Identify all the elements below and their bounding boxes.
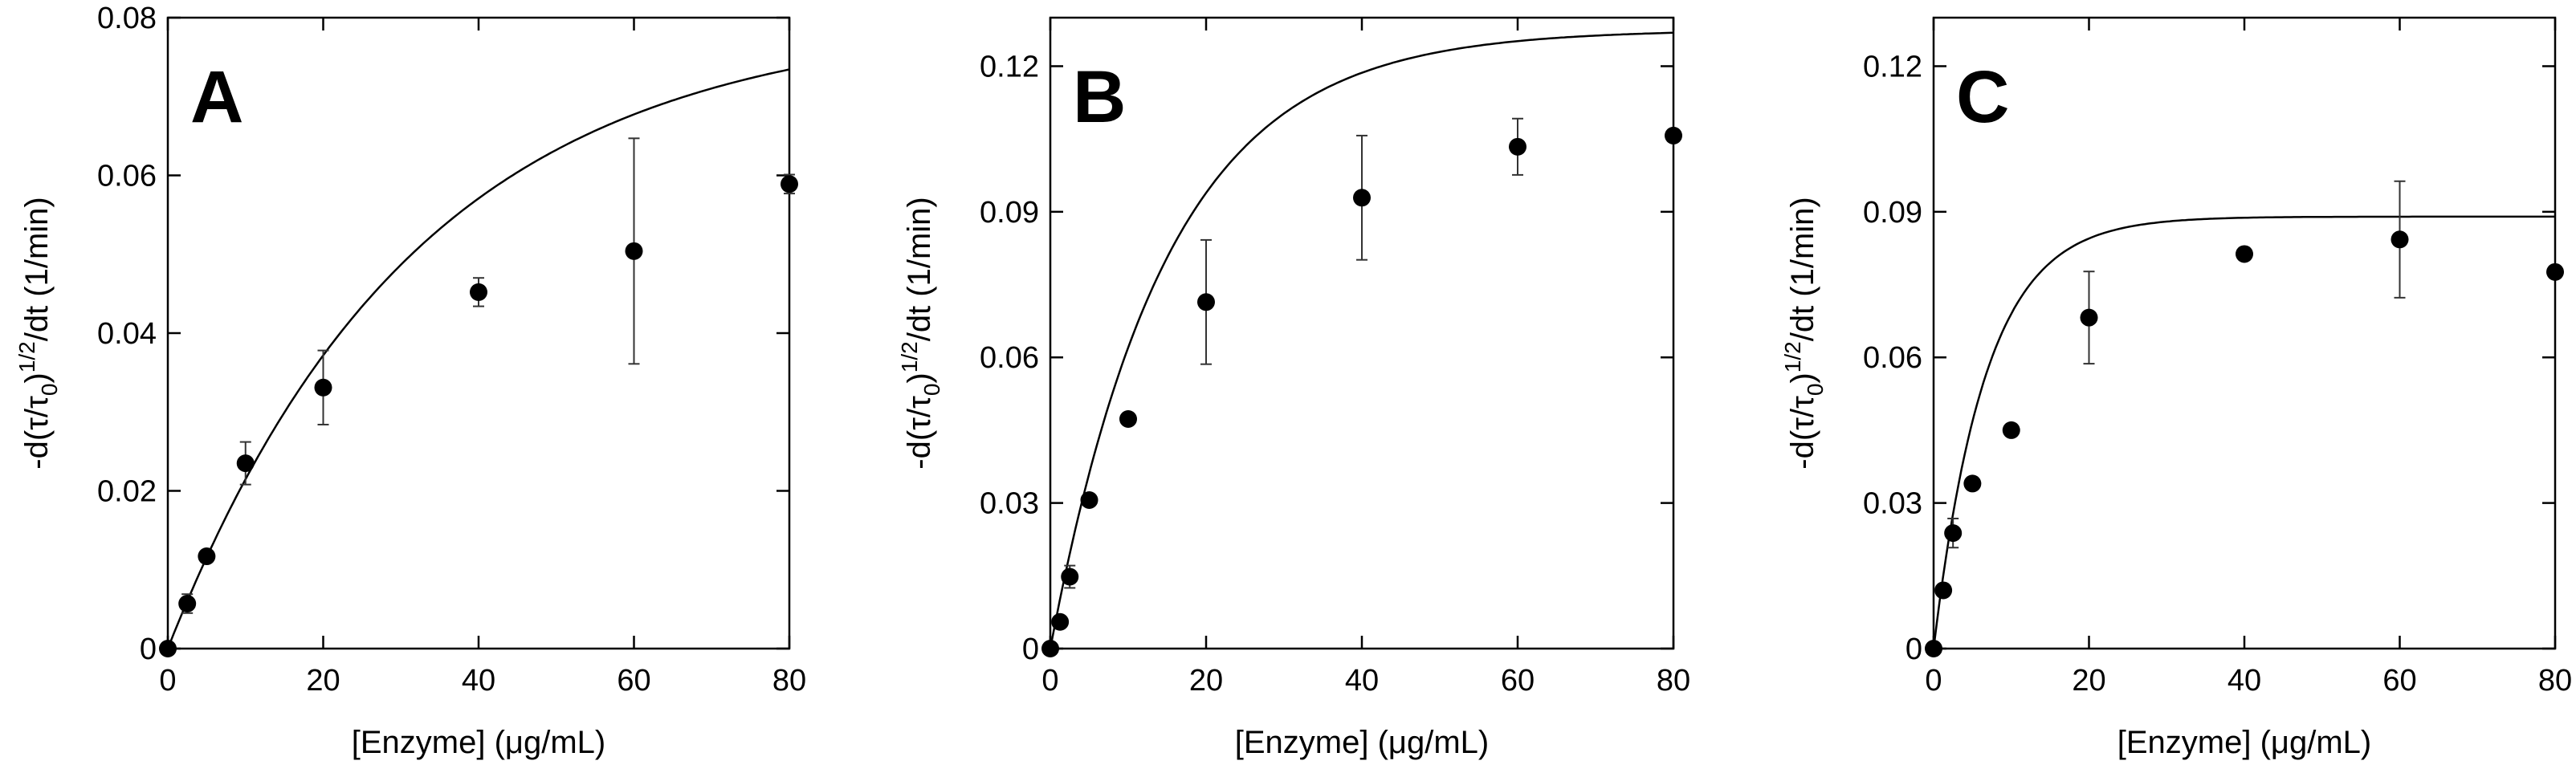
data-point xyxy=(2002,421,2020,439)
data-point xyxy=(2546,262,2564,281)
y-axis-label-part: ) xyxy=(1785,372,1820,383)
y-axis-label-part: ) xyxy=(19,372,55,383)
data-point xyxy=(1061,568,1079,586)
y-axis-label-part: 0 xyxy=(37,384,62,397)
x-tick-label: 20 xyxy=(2072,664,2105,698)
x-tick-label: 0 xyxy=(1041,664,1058,698)
x-tick-label: 80 xyxy=(2538,664,2572,698)
data-point xyxy=(314,378,332,397)
fit-curve xyxy=(1049,31,1674,649)
data-point xyxy=(1925,640,1942,657)
data-point xyxy=(1197,293,1215,311)
data-point xyxy=(2391,230,2409,249)
data-point xyxy=(159,640,177,657)
x-tick-label: 20 xyxy=(306,664,340,698)
y-axis-label-part: /dt (1/min) xyxy=(902,197,937,341)
x-tick-label: 80 xyxy=(772,664,806,698)
data-point xyxy=(236,454,255,473)
data-point xyxy=(470,283,487,301)
data-point xyxy=(1509,137,1526,156)
y-tick-label: 0.08 xyxy=(97,2,157,35)
fit-curve xyxy=(166,68,790,649)
y-tick-label: 0 xyxy=(1906,633,1922,666)
data-point xyxy=(1963,474,1982,493)
y-axis-label-part: 0 xyxy=(919,384,944,397)
data-point xyxy=(625,242,643,260)
y-axis-label-part: 1/2 xyxy=(1780,341,1805,372)
x-tick-label: 40 xyxy=(2228,664,2261,698)
data-point xyxy=(1041,640,1059,657)
panel-letter: A xyxy=(190,56,243,138)
y-axis-label-part: -d(τ/τ xyxy=(1785,396,1820,470)
y-tick-label: 0.12 xyxy=(980,50,1039,83)
data-point xyxy=(1353,189,1371,207)
data-point xyxy=(178,594,197,612)
fit-curve xyxy=(1932,215,2555,649)
x-tick-label: 60 xyxy=(2382,664,2416,698)
x-tick-label: 40 xyxy=(1345,664,1379,698)
y-tick-label: 0.03 xyxy=(1863,487,1922,521)
y-tick-label: 0.04 xyxy=(97,317,157,351)
data-point xyxy=(1934,581,1953,600)
y-tick-label: 0.03 xyxy=(980,487,1039,521)
x-axis-label: [Enzyme] (μg/mL) xyxy=(1235,725,1489,760)
panel-c: 0 20 40 60 80 0 0.03 0.06 0.09 0.12 [Enzyme] (μg/m… xyxy=(1780,16,2572,760)
y-tick-label: 0 xyxy=(1022,633,1039,666)
y-tick-label: 0.02 xyxy=(97,475,157,509)
y-axis-label-part: -d(τ/τ xyxy=(902,396,937,470)
x-axis-label: [Enzyme] (μg/mL) xyxy=(352,725,605,760)
y-tick-label: 0 xyxy=(140,633,157,666)
x-tick-label: 0 xyxy=(159,664,176,698)
x-tick-label: 0 xyxy=(1925,664,1942,698)
data-point xyxy=(2236,245,2253,263)
x-tick-label: 60 xyxy=(617,664,650,698)
data-point xyxy=(781,175,798,193)
x-tick-label: 80 xyxy=(1657,664,1690,698)
y-axis-label: -d(τ/τ0)1/2/dt (1/min) xyxy=(897,197,944,470)
y-axis-label-part: 1/2 xyxy=(14,341,39,372)
panel-letter: B xyxy=(1073,56,1126,138)
plot-frame xyxy=(1932,16,2557,650)
y-tick-label: 0.09 xyxy=(980,196,1039,230)
data-point xyxy=(1944,524,1963,543)
x-tick-label: 40 xyxy=(462,664,495,698)
x-tick-label: 60 xyxy=(1501,664,1535,698)
plot-frame xyxy=(166,16,791,650)
y-tick-label: 0.09 xyxy=(1863,196,1922,230)
y-tick-label: 0.12 xyxy=(1863,50,1922,83)
data-point xyxy=(1051,612,1070,631)
panel-a: 0 20 40 60 80 0 0.02 0.04 0.06 0.08 [Enzyme] (μg/m… xyxy=(14,2,806,760)
panel-letter: C xyxy=(1956,56,2009,138)
data-point xyxy=(1080,490,1098,509)
y-axis-label-part: /dt (1/min) xyxy=(1785,197,1820,341)
y-axis-label: -d(τ/τ0)1/2/dt (1/min) xyxy=(1780,197,1828,470)
y-tick-label: 0.06 xyxy=(97,160,157,193)
y-axis-label-part: /dt (1/min) xyxy=(19,197,55,341)
x-tick-label: 20 xyxy=(1189,664,1223,698)
y-axis-label-part: -d(τ/τ xyxy=(19,396,55,470)
y-tick-label: 0.06 xyxy=(980,341,1039,375)
y-tick-label: 0.06 xyxy=(1863,341,1922,375)
data-point xyxy=(2080,308,2098,327)
data-point xyxy=(1665,126,1682,144)
x-axis-label: [Enzyme] (μg/mL) xyxy=(2117,725,2371,760)
y-axis-label-part: 1/2 xyxy=(897,341,922,372)
y-axis-label: -d(τ/τ0)1/2/dt (1/min) xyxy=(14,197,62,470)
data-point xyxy=(198,547,216,566)
plot-frame xyxy=(1049,16,1675,650)
y-axis-label-part: ) xyxy=(902,372,937,383)
data-point xyxy=(1119,410,1137,429)
panel-b: 0 20 40 60 80 0 0.03 0.06 0.09 0.12 [Enzyme] (μg/m… xyxy=(897,16,1690,760)
y-axis-label-part: 0 xyxy=(1803,384,1828,397)
